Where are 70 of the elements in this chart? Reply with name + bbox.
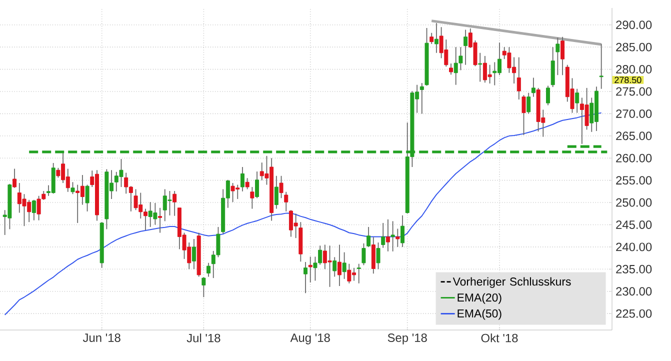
candlestick: [250, 186, 254, 210]
candlestick: [366, 226, 371, 248]
candlestick: [279, 175, 284, 199]
y-tick-label: 260.00: [616, 154, 652, 162]
candlestick: [575, 88, 580, 114]
candlestick: [202, 276, 206, 298]
candlestick: [556, 37, 560, 76]
candlestick: [522, 94, 526, 136]
candlestick: [12, 168, 17, 188]
y-tick-label: 230.00: [616, 287, 652, 296]
y-tick-label: 250.00: [616, 198, 652, 207]
candlestick: [449, 63, 453, 76]
candlestick: [70, 182, 75, 195]
candlestick: [420, 82, 424, 114]
candlestick: [245, 178, 250, 190]
candlestick: [274, 175, 278, 210]
y-tick-label: 285.00: [616, 42, 652, 52]
candlestick: [531, 77, 536, 98]
candlestick: [464, 29, 468, 66]
x-tick-label: Aug '18: [290, 334, 330, 344]
y-tick-label: 235.00: [616, 264, 652, 274]
candlestick: [284, 191, 288, 212]
candlestick: [599, 44, 604, 90]
x-tick-label: Sep '18: [388, 334, 427, 344]
candlestick: [400, 214, 405, 248]
candlestick: [478, 52, 482, 82]
candlestick: [332, 256, 337, 278]
candlestick: [560, 36, 565, 76]
y-tick-label: 255.00: [616, 176, 652, 185]
candlestick: [172, 190, 177, 216]
candlestick: [390, 220, 395, 252]
candlestick: [192, 238, 196, 270]
y-tick-label: 290.00: [616, 20, 652, 30]
y-tick-label: 245.00: [616, 220, 652, 229]
y-tick-label: 265.00: [616, 132, 652, 140]
candlestick: [85, 184, 90, 212]
candlestick: [158, 207, 162, 234]
candlestick: [304, 262, 308, 294]
candlestick: [546, 85, 550, 106]
y-tick-label: 225.00: [616, 309, 652, 318]
legend-label: EMA(20): [458, 293, 502, 304]
candlestick: [396, 228, 400, 248]
candlestick: [362, 242, 366, 266]
candlestick: [342, 252, 346, 280]
candlestick: [376, 242, 380, 270]
y-tick-label: 280.00: [616, 65, 652, 74]
legend-label: Vorheriger Schlusskurs: [452, 277, 571, 288]
candlestick: [32, 199, 36, 221]
candlestick: [381, 222, 386, 248]
candlestick: [206, 262, 211, 278]
candlestick: [337, 244, 342, 286]
candlestick: [356, 263, 361, 284]
legend-label: EMA(50): [458, 309, 502, 320]
text: 278.50: [614, 76, 642, 84]
y-tick-label: 275.00: [616, 87, 652, 96]
candlestick: [526, 92, 531, 114]
y-tick-label: 270.00: [616, 109, 652, 118]
candlestick: [434, 22, 438, 54]
candlestick: [308, 256, 312, 283]
candlestick: [386, 218, 390, 252]
x-tick-label: Jun '18: [82, 334, 120, 342]
candlestick: [516, 56, 521, 100]
candlestick: [550, 46, 555, 88]
candlestick: [371, 236, 376, 274]
candlestick: [240, 166, 244, 192]
candlestick: [430, 32, 434, 44]
candlestick: [255, 170, 260, 199]
x-tick-label: Okt '18: [481, 334, 518, 342]
y-tick-label: 240.00: [616, 242, 652, 252]
x-tick-label: Jul '18: [186, 334, 220, 342]
